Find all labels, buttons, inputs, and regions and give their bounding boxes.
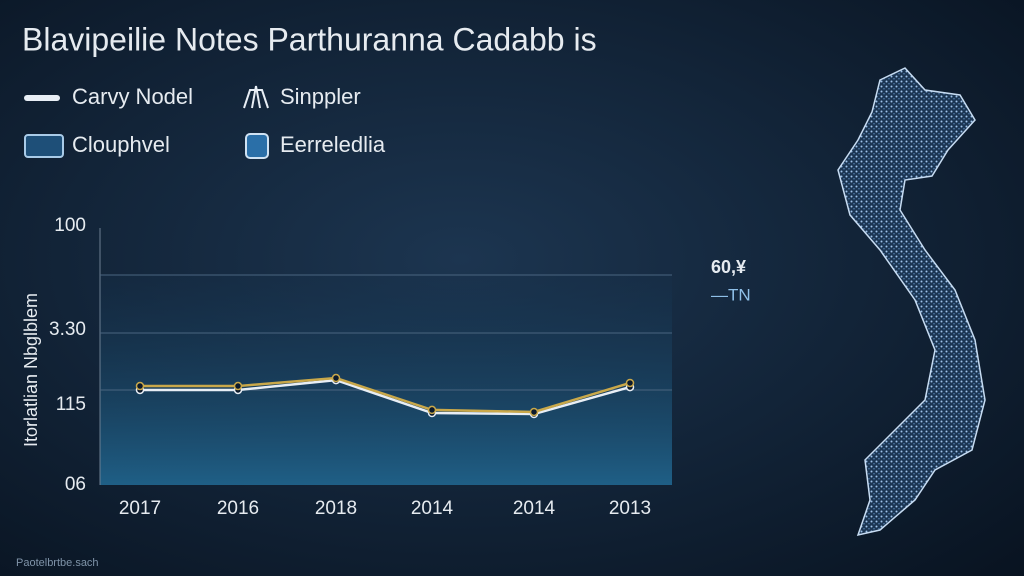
annotation: 60,¥ — [711, 257, 746, 277]
data-point — [331, 373, 341, 383]
map-shape — [837, 67, 986, 537]
x-tick-label: 2013 — [609, 498, 651, 519]
legend-label: Sinppler — [280, 84, 361, 109]
data-point — [529, 407, 539, 417]
y-tick-label: 100 — [54, 215, 86, 236]
series-line — [140, 376, 631, 414]
legend-label: Carvy Nodel — [72, 84, 193, 109]
chart-title: Blavipeilie Notes Parthuranna Cadabb is — [22, 21, 597, 57]
data-point — [233, 381, 243, 391]
legend-label: Clouphvel — [72, 132, 170, 157]
x-tick-label: 2014 — [411, 498, 454, 519]
data-point — [427, 405, 437, 415]
legend-icon — [243, 85, 269, 109]
x-tick-label: 2014 — [513, 498, 556, 519]
y-tick-label: 06 — [65, 474, 86, 495]
y-axis-label: Itorlatlian Nbglblem — [21, 293, 41, 447]
legend-icon — [24, 134, 64, 158]
legend-icon — [245, 133, 269, 159]
y-tick-label: 3.30 — [49, 319, 86, 340]
plot-area — [100, 275, 672, 485]
y-tick-label: 115 — [56, 394, 86, 415]
x-tick-label: 2017 — [119, 498, 161, 519]
x-tick-label: 2018 — [315, 498, 357, 519]
legend-label: Eerreledlia — [280, 132, 386, 157]
x-tick-label: 2016 — [217, 498, 259, 519]
legend-icon — [24, 95, 60, 101]
data-point — [135, 381, 145, 391]
data-point — [625, 378, 635, 388]
footer: Paotelbrtbe.sach — [16, 557, 99, 569]
annotation-sub: —TN — [711, 285, 751, 304]
series-line — [140, 378, 631, 416]
